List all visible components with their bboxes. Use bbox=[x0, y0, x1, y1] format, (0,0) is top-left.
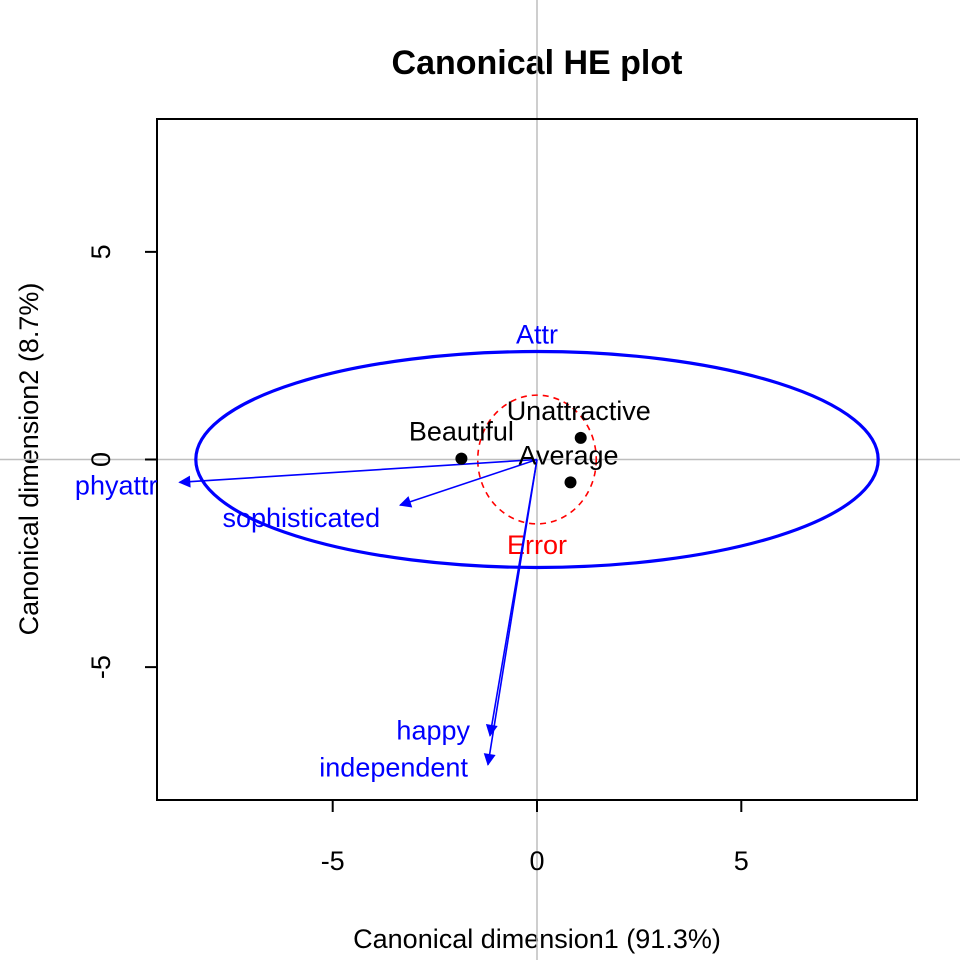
vector-phyattr bbox=[178, 458, 538, 488]
x-tick-label: -5 bbox=[321, 846, 345, 876]
point-label-unattractive: Unattractive bbox=[507, 396, 651, 426]
vector-sophisticated bbox=[398, 458, 538, 508]
y-tick-label: 0 bbox=[86, 452, 116, 467]
point-beautiful bbox=[455, 452, 468, 465]
x-tick-label: 0 bbox=[529, 846, 544, 876]
vector-label-independent: independent bbox=[319, 753, 468, 783]
ellipse-error bbox=[476, 394, 598, 525]
point-unattractive bbox=[574, 431, 587, 444]
point-label-average: Average bbox=[518, 440, 618, 470]
y-tick-label: 5 bbox=[86, 244, 116, 259]
ellipse-label-error: Error bbox=[507, 530, 567, 560]
y-tick-label: -5 bbox=[86, 655, 116, 679]
vector-label-happy: happy bbox=[396, 716, 470, 746]
vector-label-sophisticated: sophisticated bbox=[223, 503, 381, 533]
point-average bbox=[564, 476, 577, 489]
ellipse-attr bbox=[194, 349, 880, 570]
vector-label-phyattr: phyattr bbox=[75, 470, 158, 500]
ellipse-label-attr: Attr bbox=[516, 320, 558, 350]
point-label-beautiful: Beautiful bbox=[409, 417, 514, 447]
x-tick-label: 5 bbox=[734, 846, 749, 876]
vector-independent bbox=[483, 459, 538, 766]
